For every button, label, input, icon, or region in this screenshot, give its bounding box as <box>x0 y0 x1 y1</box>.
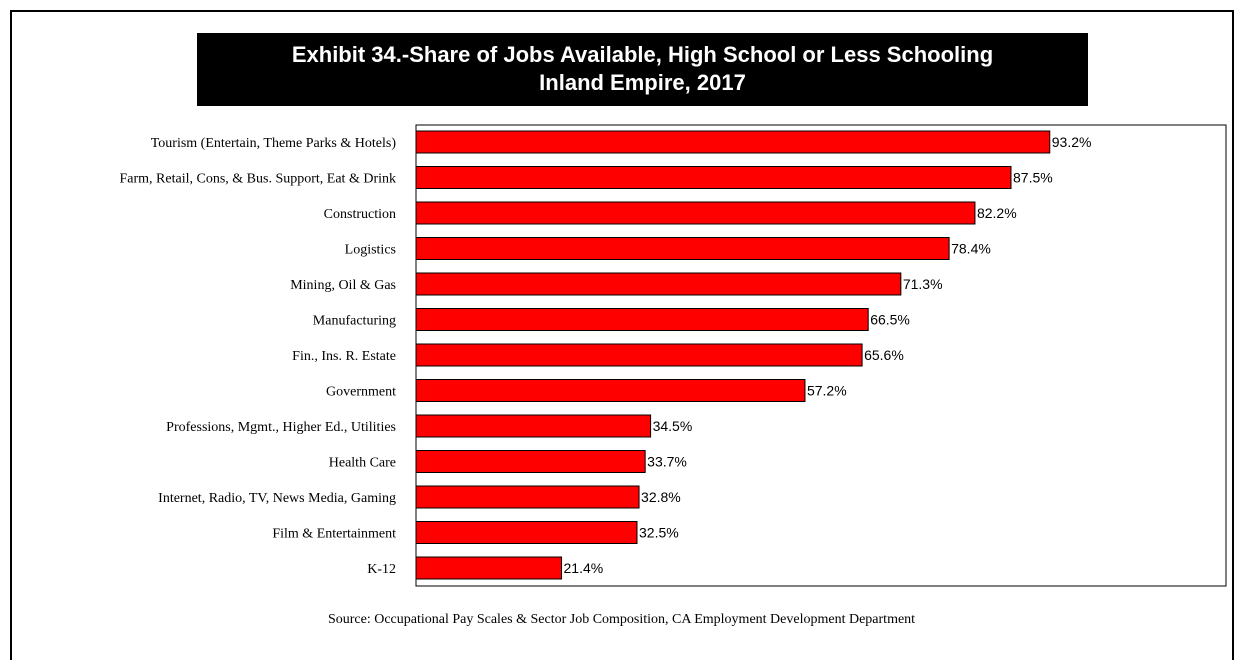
value-label: 78.4% <box>951 241 991 257</box>
chart-title-box: Exhibit 34.-Share of Jobs Available, Hig… <box>197 33 1088 106</box>
bar <box>415 308 869 331</box>
value-label: 34.5% <box>653 418 693 434</box>
value-label: 66.5% <box>870 312 910 328</box>
category-label: Fin., Ins. R. Estate <box>292 349 396 364</box>
bar <box>415 556 563 580</box>
value-label: 33.7% <box>647 454 687 470</box>
value-label: 71.3% <box>903 276 943 292</box>
category-label: Mining, Oil & Gas <box>290 278 396 293</box>
category-label: Construction <box>324 207 396 222</box>
category-label: Professions, Mgmt., Higher Ed., Utilitie… <box>166 420 396 435</box>
value-label: 93.2% <box>1052 134 1092 150</box>
bar <box>415 343 863 367</box>
chart-subtitle: Inland Empire, 2017 <box>539 70 746 95</box>
category-label: Logistics <box>345 243 396 258</box>
value-label: 21.4% <box>564 560 604 576</box>
bar <box>415 272 902 296</box>
value-label: 65.6% <box>864 347 904 363</box>
category-label: Film & Entertainment <box>272 527 396 542</box>
bar <box>415 201 976 225</box>
bar <box>415 130 1051 154</box>
category-label: Health Care <box>329 456 396 471</box>
bars-layer: Tourism (Entertain, Theme Parks & Hotels… <box>120 130 1092 580</box>
bar <box>415 521 638 544</box>
bar <box>415 237 950 260</box>
bar <box>415 414 652 438</box>
value-label: 87.5% <box>1013 170 1053 186</box>
value-label: 32.8% <box>641 489 681 505</box>
value-label: 32.5% <box>639 525 679 541</box>
source-note: Source: Occupational Pay Scales & Sector… <box>327 612 916 627</box>
bar <box>415 379 806 402</box>
chart-title: Exhibit 34.-Share of Jobs Available, Hig… <box>291 42 994 67</box>
bar <box>415 485 640 509</box>
category-label: Internet, Radio, TV, News Media, Gaming <box>158 491 396 506</box>
bar <box>415 450 646 473</box>
bar <box>415 166 1012 189</box>
category-label: Farm, Retail, Cons, & Bus. Support, Eat … <box>120 172 397 187</box>
value-label: 57.2% <box>807 383 847 399</box>
value-label: 82.2% <box>977 205 1017 221</box>
category-label: Government <box>326 385 396 400</box>
category-label: K-12 <box>367 562 396 577</box>
category-label: Tourism (Entertain, Theme Parks & Hotels… <box>151 136 397 151</box>
category-label: Manufacturing <box>313 314 396 329</box>
